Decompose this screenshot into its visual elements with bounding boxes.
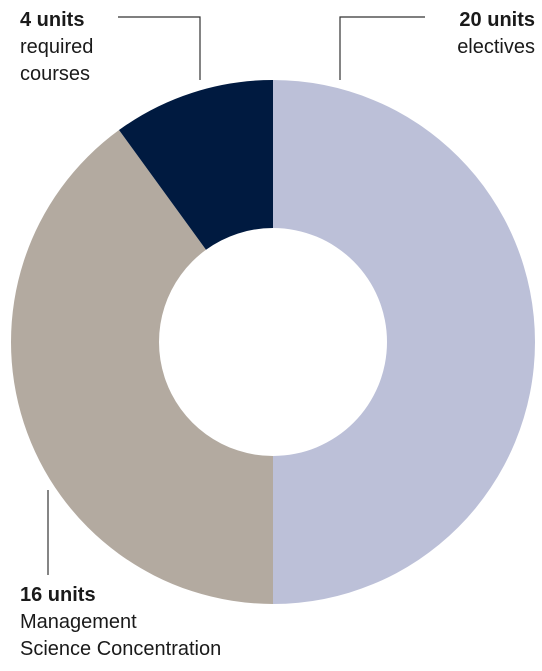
value-label: 16 units (20, 584, 96, 606)
segment-label: 4 units required courses (20, 7, 93, 88)
category-label: electives (457, 36, 535, 58)
leader-line (118, 16, 201, 80)
value-label: 20 units (459, 9, 535, 31)
donut-segment (10, 130, 274, 605)
segment-label: 16 units Management Science Concentration (20, 582, 221, 663)
donut-segment (119, 80, 273, 250)
segment-label: 20 units electives (457, 7, 535, 61)
category-label: required courses (20, 36, 94, 85)
donut-segment (273, 80, 535, 604)
category-label: Management Science Concentration (20, 611, 222, 660)
leader-line (339, 16, 425, 80)
value-label: 4 units (20, 9, 85, 31)
